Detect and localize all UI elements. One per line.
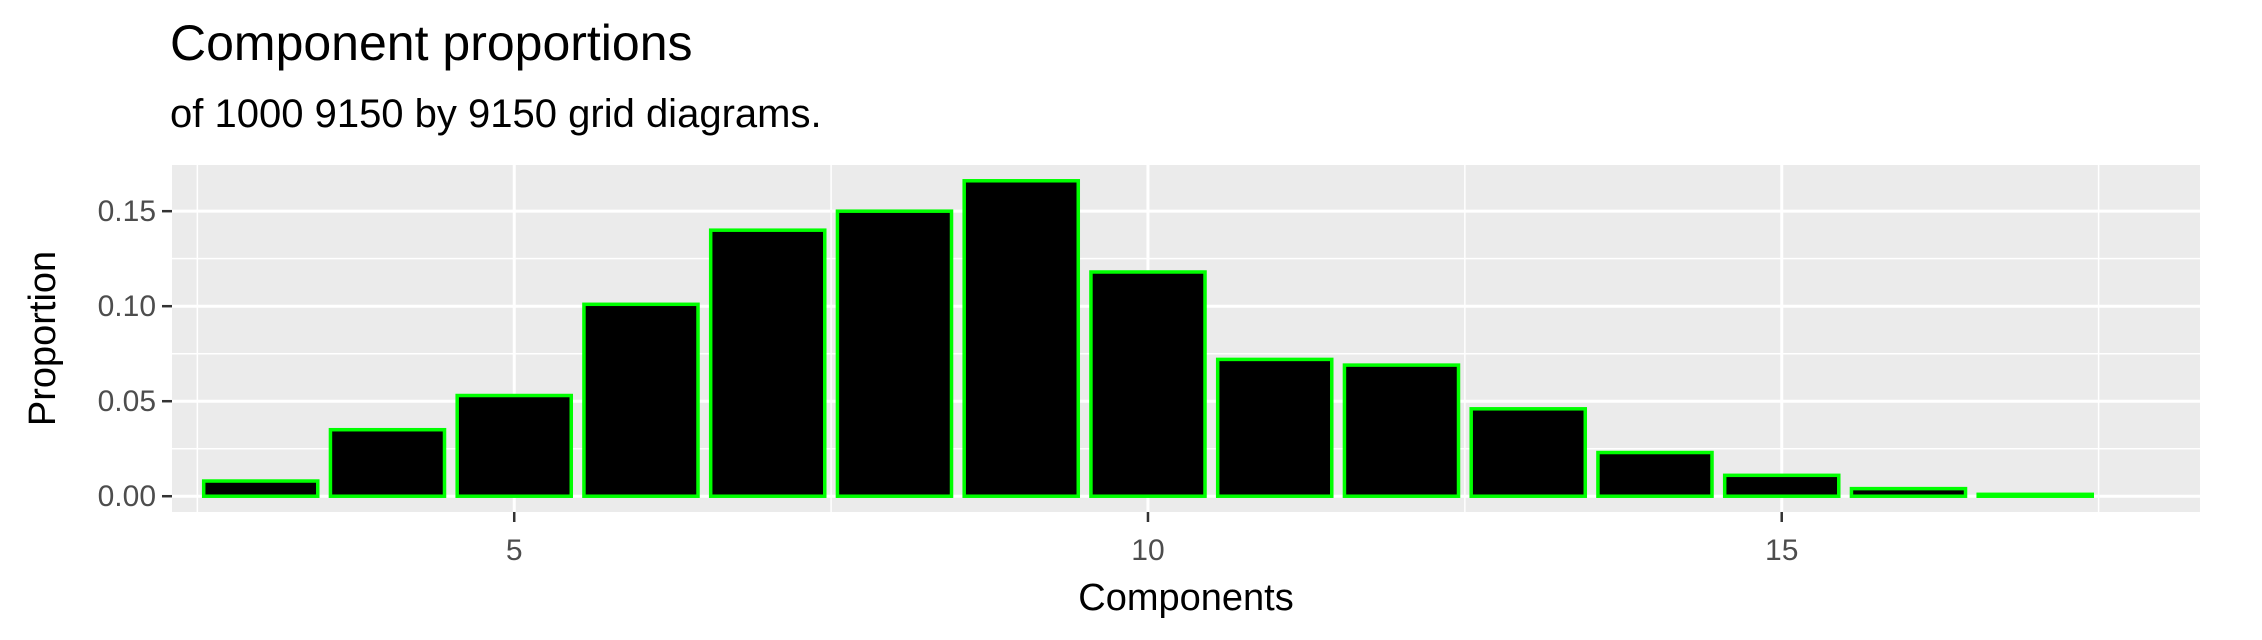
x-tick-label: 5 xyxy=(506,534,523,567)
bar-17 xyxy=(1978,494,2092,496)
bar-5 xyxy=(457,396,571,497)
bar-3 xyxy=(204,481,318,496)
bar-6 xyxy=(584,304,698,496)
y-tick-label: 0.05 xyxy=(98,385,156,418)
bar-14 xyxy=(1598,453,1712,497)
bar-10 xyxy=(1091,272,1205,496)
bar-7 xyxy=(711,230,825,496)
bar-12 xyxy=(1344,365,1458,496)
bar-16 xyxy=(1851,489,1965,497)
y-tick-label: 0.15 xyxy=(98,195,156,228)
bar-11 xyxy=(1218,359,1332,496)
bar-15 xyxy=(1725,475,1839,496)
bar-8 xyxy=(837,211,951,496)
bar-9 xyxy=(964,181,1078,496)
bar-4 xyxy=(330,430,444,497)
x-axis-title: Components xyxy=(1078,577,1293,619)
x-tick-label: 10 xyxy=(1131,534,1164,567)
x-axis: 5 10 15 xyxy=(506,512,1799,567)
y-tick-label: 0.10 xyxy=(98,290,156,323)
x-tick-label: 15 xyxy=(1765,534,1798,567)
y-axis: 0.00 0.05 0.10 0.15 xyxy=(98,195,172,513)
y-axis-title: Proportion xyxy=(22,251,64,426)
y-tick-label: 0.00 xyxy=(98,480,156,513)
bar-13 xyxy=(1471,409,1585,496)
